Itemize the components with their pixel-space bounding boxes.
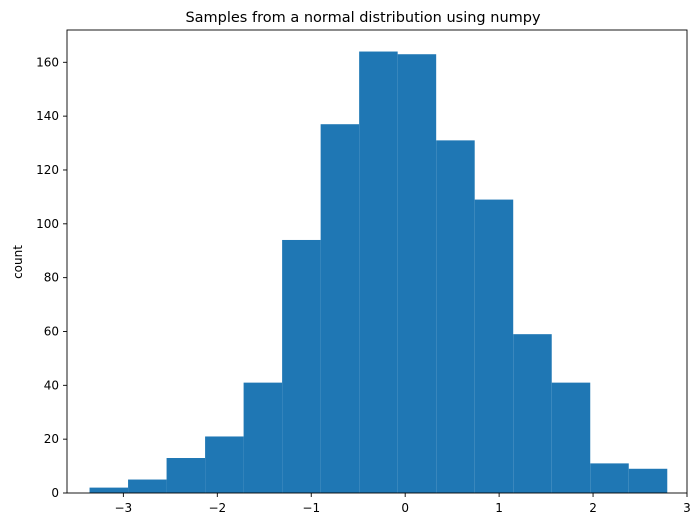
histogram-bar-5	[282, 239, 321, 493]
x-tick-label: −3	[115, 501, 133, 515]
histogram-bar-2	[166, 458, 206, 493]
plot-frame	[66, 29, 688, 494]
histogram-bar-7	[359, 51, 398, 494]
histogram-bar-0	[89, 487, 129, 493]
x-tick-label: 3	[683, 501, 691, 515]
x-tick-label: 0	[401, 501, 409, 515]
y-tick-label: 0	[51, 486, 59, 500]
histogram-bar-12	[551, 382, 591, 493]
x-tick-label: 1	[495, 501, 503, 515]
histogram-bars	[89, 51, 668, 494]
histogram-bar-3	[205, 436, 244, 493]
y-tick-label: 20	[44, 432, 59, 446]
x-tick-label: −2	[208, 501, 226, 515]
y-axis-label: count	[11, 245, 25, 279]
x-tick-label: 2	[589, 501, 597, 515]
histogram-bar-8	[397, 54, 437, 493]
histogram-bar-1	[128, 479, 167, 493]
histogram-bar-9	[436, 140, 475, 493]
histogram-bar-11	[513, 334, 552, 493]
y-tick-label: 60	[44, 324, 59, 338]
histogram-bar-13	[590, 463, 629, 493]
y-tick-label: 140	[36, 109, 59, 123]
histogram-bar-4	[243, 382, 283, 493]
histogram-bar-14	[628, 468, 668, 493]
y-tick-label: 80	[44, 271, 59, 285]
y-tick-label: 100	[36, 217, 59, 231]
y-tick-label: 120	[36, 163, 59, 177]
chart-title: Samples from a normal distribution using…	[185, 10, 541, 26]
histogram-bar-6	[320, 124, 360, 493]
y-tick-label: 160	[36, 55, 59, 69]
y-tick-label: 40	[44, 378, 59, 392]
x-tick-label: −1	[302, 501, 320, 515]
y-axis-ticks: 0 20 40 60 80 100 120 140 160	[36, 55, 67, 500]
x-axis-ticks: −3 −2 −1 0 1 2 3	[115, 493, 691, 515]
histogram-bar-10	[474, 199, 514, 493]
